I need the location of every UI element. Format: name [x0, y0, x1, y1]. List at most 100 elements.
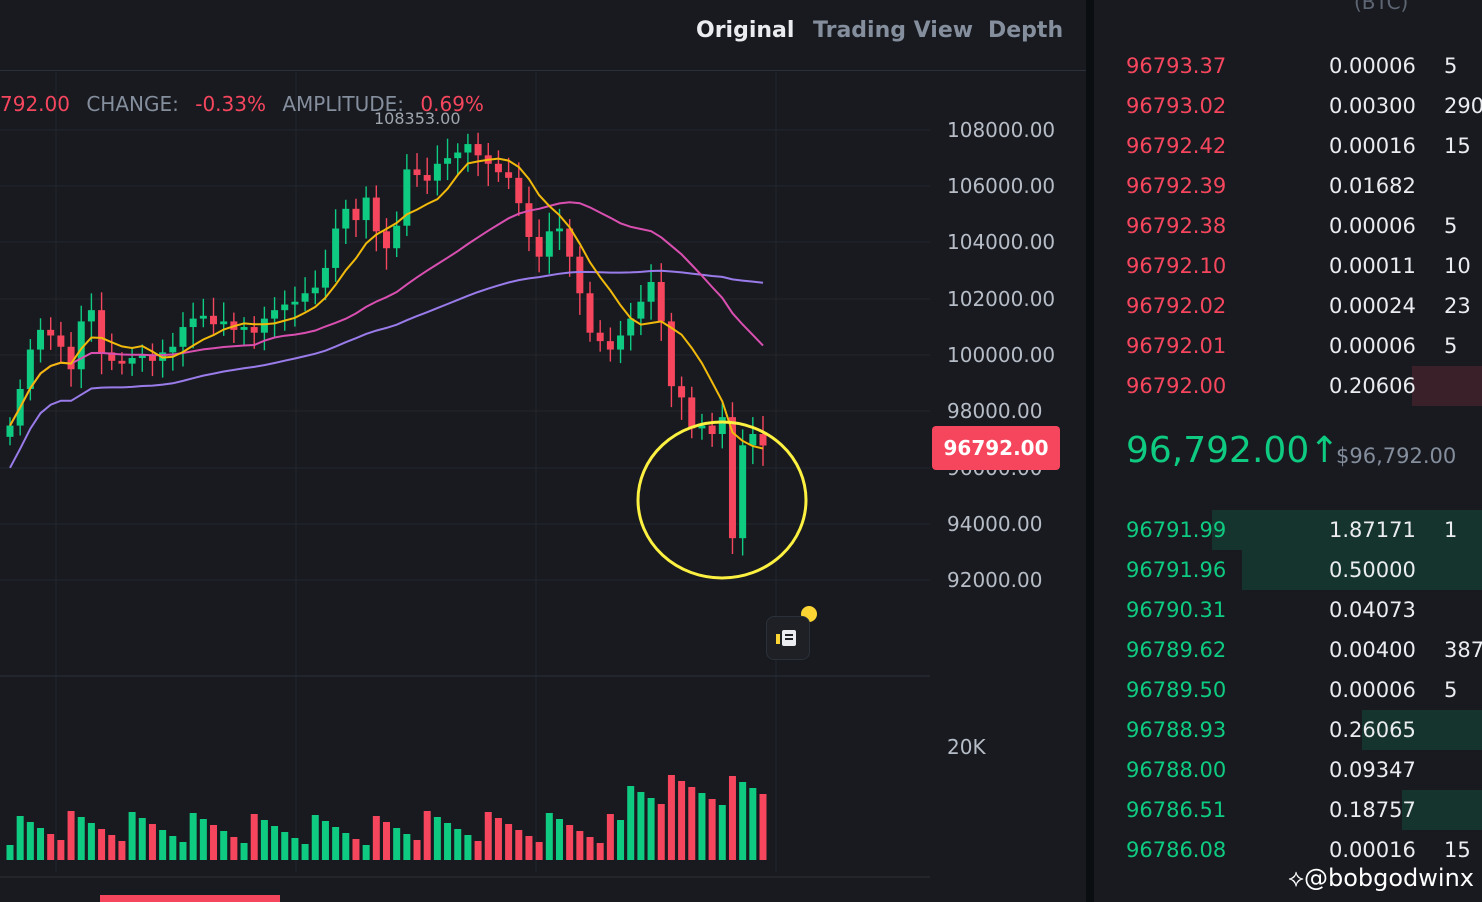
bid-depth-bar	[1242, 550, 1482, 590]
volume-bar	[464, 835, 472, 860]
volume-bar	[67, 811, 75, 860]
volume-bar	[657, 804, 665, 860]
ticker-info-row: 792.00 CHANGE: -0.33% AMPLITUDE: 0.69%	[0, 92, 494, 116]
price-axis-tick: 94000.00	[947, 512, 1043, 536]
tab-trading-view[interactable]: Trading View	[813, 18, 974, 43]
candle-body	[332, 228, 340, 268]
panel-divider[interactable]	[1086, 0, 1094, 902]
volume-bar	[169, 836, 177, 860]
ask-price: 96792.39	[1126, 174, 1227, 198]
volume-bar	[555, 819, 563, 860]
candle-body	[545, 231, 553, 257]
bid-row[interactable]: 96791.99 1.87171 1	[1094, 510, 1482, 550]
candle-body	[220, 321, 228, 325]
candle-body	[271, 310, 279, 319]
ask-amount: 0.00016	[1329, 134, 1416, 158]
bid-row[interactable]: 96788.93 0.26065	[1094, 710, 1482, 750]
candle-body	[413, 169, 421, 176]
bid-row[interactable]: 96788.00 0.09347	[1094, 750, 1482, 790]
volume-bar	[230, 837, 238, 860]
ask-amount: 0.00011	[1329, 254, 1416, 278]
volume-bar	[423, 811, 431, 860]
ask-price: 96792.42	[1126, 134, 1227, 158]
bid-row[interactable]: 96789.62 0.00400 387	[1094, 630, 1482, 670]
candle-body	[708, 425, 716, 435]
volume-bar	[667, 775, 675, 860]
bid-row[interactable]: 96786.51 0.18757	[1094, 790, 1482, 830]
ask-row[interactable]: 96792.01 0.00006 5	[1094, 326, 1482, 366]
ask-price: 96792.01	[1126, 334, 1227, 358]
volume-bar	[210, 825, 218, 860]
ask-row[interactable]: 96793.02 0.00300 290	[1094, 86, 1482, 126]
volume-bar	[260, 820, 268, 860]
price-axis-tick: 108000.00	[947, 118, 1056, 142]
ask-price: 96792.02	[1126, 294, 1227, 318]
ask-total: 5	[1444, 214, 1458, 238]
candle-body	[739, 445, 747, 539]
candle-body	[555, 228, 563, 232]
volume-bar	[444, 823, 452, 860]
volume-bar	[148, 824, 156, 860]
volume-bar	[332, 827, 340, 860]
candlestick-chart[interactable]	[0, 72, 930, 902]
amplitude-value: 0.69%	[420, 92, 484, 116]
ask-amount: 0.00006	[1329, 334, 1416, 358]
tab-original[interactable]: Original	[696, 18, 795, 43]
volume-bar	[749, 788, 757, 860]
candle-body	[67, 346, 75, 370]
price-axis-tick: 106000.00	[947, 174, 1056, 198]
mid-price-value: 96,792.00	[1126, 430, 1310, 471]
price-axis-tick: 98000.00	[947, 399, 1043, 423]
chat-icon[interactable]	[766, 616, 810, 660]
volume-bar	[474, 841, 482, 860]
candle-body	[433, 163, 441, 181]
volume-bar	[566, 825, 574, 860]
candle-body	[647, 282, 655, 302]
volume-bar	[321, 821, 329, 860]
candle-body	[617, 335, 625, 350]
mid-price-usd: $96,792.00	[1336, 444, 1457, 468]
candle-body	[118, 360, 126, 364]
volume-bar	[484, 812, 492, 860]
volume-bar	[179, 842, 187, 860]
ask-amount: 0.00300	[1329, 94, 1416, 118]
bid-amount: 0.00016	[1329, 838, 1416, 862]
volume-bar	[77, 817, 85, 860]
candle-body	[667, 321, 675, 387]
ask-row[interactable]: 96792.00 0.20606	[1094, 366, 1482, 406]
ask-row[interactable]: 96792.42 0.00016 15	[1094, 126, 1482, 166]
tab-depth[interactable]: Depth	[988, 18, 1064, 43]
bid-row[interactable]: 96786.08 0.00016 15	[1094, 830, 1482, 870]
bid-price: 96789.62	[1126, 638, 1227, 662]
ask-row[interactable]: 96792.39 0.01682	[1094, 166, 1482, 206]
ask-row[interactable]: 96792.38 0.00006 5	[1094, 206, 1482, 246]
ask-row[interactable]: 96792.10 0.00011 10	[1094, 246, 1482, 286]
bid-row[interactable]: 96790.31 0.04073	[1094, 590, 1482, 630]
bid-row[interactable]: 96789.50 0.00006 5	[1094, 670, 1482, 710]
volume-bar	[372, 816, 380, 860]
volume-bar	[688, 787, 696, 860]
candle-body	[444, 158, 452, 164]
bid-row[interactable]: 96791.96 0.50000	[1094, 550, 1482, 590]
ask-row[interactable]: 96793.37 0.00006 5	[1094, 46, 1482, 86]
volume-bar	[6, 845, 14, 860]
ask-price: 96793.37	[1126, 54, 1227, 78]
volume-bar	[403, 834, 411, 860]
volume-bar	[698, 793, 706, 860]
bid-total: 1	[1444, 518, 1458, 542]
price-axis-tick: 92000.00	[947, 568, 1043, 592]
candle-body	[108, 352, 116, 361]
candle-body	[586, 293, 594, 333]
volume-bar	[708, 799, 716, 860]
candle-body	[210, 315, 218, 325]
volume-bar	[57, 840, 65, 860]
bid-total: 5	[1444, 678, 1458, 702]
candle-body	[749, 434, 757, 446]
candle-body	[291, 301, 299, 305]
volume-bar	[586, 837, 594, 860]
amount-column-header: (BTC)	[1354, 0, 1409, 14]
volume-bar	[108, 835, 116, 860]
volume-bar	[199, 819, 207, 860]
ask-row[interactable]: 96792.02 0.00024 23	[1094, 286, 1482, 326]
ask-price: 96792.38	[1126, 214, 1227, 238]
